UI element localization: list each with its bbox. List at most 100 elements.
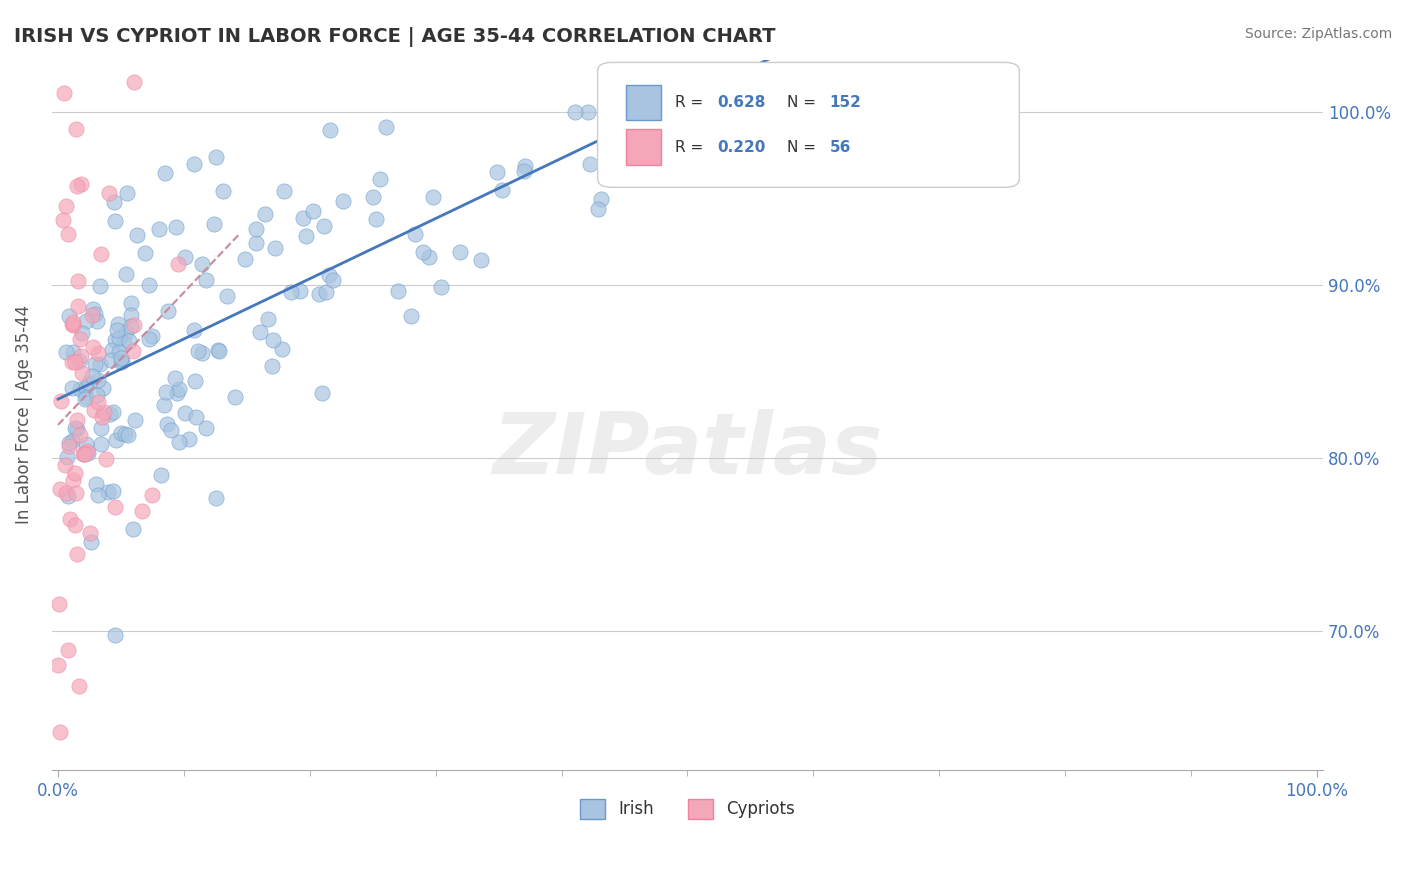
- Point: [387, 284, 409, 298]
- Point: [159, 423, 181, 437]
- Point: [364, 211, 387, 226]
- Point: [72, 447, 94, 461]
- Point: [56, 643, 79, 657]
- Point: [412, 245, 434, 260]
- Point: [449, 244, 471, 259]
- Point: [124, 413, 146, 427]
- Y-axis label: In Labor Force | Age 35-44: In Labor Force | Age 35-44: [15, 305, 32, 524]
- Point: [80, 308, 103, 322]
- Point: [245, 236, 267, 251]
- Point: [288, 285, 311, 299]
- Point: [83, 403, 105, 417]
- Point: [131, 504, 153, 518]
- Point: [513, 160, 536, 174]
- Point: [49, 725, 72, 739]
- Point: [65, 486, 87, 500]
- Point: [73, 392, 96, 406]
- Point: [55, 199, 77, 213]
- Point: [53, 86, 76, 100]
- Point: [70, 326, 93, 340]
- Point: [322, 273, 344, 287]
- Point: [149, 467, 172, 482]
- Point: [60, 355, 83, 369]
- Point: [67, 354, 90, 368]
- Point: [308, 287, 330, 301]
- Point: [86, 476, 108, 491]
- Text: N =: N =: [787, 140, 821, 154]
- Point: [204, 150, 226, 164]
- Point: [211, 184, 233, 198]
- Point: [62, 474, 84, 488]
- Text: ZIPatlas: ZIPatlas: [492, 409, 883, 491]
- Point: [56, 450, 79, 464]
- Point: [51, 213, 73, 227]
- Text: R =: R =: [675, 95, 709, 110]
- Point: [586, 202, 609, 217]
- Point: [76, 444, 98, 458]
- Point: [94, 452, 117, 467]
- Point: [280, 285, 302, 299]
- Point: [49, 393, 72, 408]
- Point: [63, 355, 86, 369]
- Point: [589, 192, 612, 206]
- Point: [62, 315, 84, 329]
- Point: [115, 186, 138, 201]
- Point: [104, 214, 127, 228]
- Point: [69, 428, 91, 442]
- Point: [332, 194, 354, 208]
- Point: [430, 280, 453, 294]
- Point: [169, 382, 191, 396]
- Point: [121, 343, 143, 358]
- Point: [104, 334, 127, 348]
- Point: [184, 409, 207, 424]
- Text: R =: R =: [675, 140, 709, 154]
- Text: Source: ZipAtlas.com: Source: ZipAtlas.com: [1244, 27, 1392, 41]
- Point: [55, 486, 77, 500]
- Point: [134, 246, 156, 260]
- Point: [65, 122, 87, 136]
- Point: [121, 522, 143, 536]
- Point: [60, 434, 83, 448]
- Point: [513, 164, 536, 178]
- Point: [110, 351, 132, 366]
- Point: [46, 657, 69, 672]
- Point: [82, 301, 104, 316]
- Text: 0.628: 0.628: [717, 95, 765, 110]
- Point: [100, 343, 122, 357]
- Point: [418, 250, 440, 264]
- Point: [174, 406, 197, 420]
- Point: [361, 190, 384, 204]
- Point: [122, 318, 145, 332]
- Point: [422, 190, 444, 204]
- Point: [157, 304, 180, 318]
- Point: [184, 374, 207, 388]
- Point: [302, 204, 325, 219]
- Point: [73, 447, 96, 461]
- Point: [66, 299, 89, 313]
- Point: [138, 277, 160, 292]
- Point: [183, 323, 205, 337]
- Point: [70, 349, 93, 363]
- Point: [86, 314, 108, 328]
- Point: [90, 420, 112, 434]
- Text: 56: 56: [830, 140, 851, 154]
- Point: [166, 385, 188, 400]
- Point: [716, 104, 738, 119]
- Point: [141, 329, 163, 343]
- Point: [207, 343, 229, 358]
- Point: [114, 426, 136, 441]
- Point: [79, 376, 101, 391]
- Point: [58, 309, 80, 323]
- Point: [75, 436, 97, 450]
- Point: [48, 597, 70, 611]
- Point: [58, 436, 80, 450]
- Point: [60, 318, 83, 332]
- Point: [165, 220, 187, 235]
- Point: [576, 104, 599, 119]
- Point: [98, 186, 121, 200]
- Point: [112, 335, 135, 350]
- Point: [75, 390, 97, 404]
- Point: [401, 309, 423, 323]
- Point: [163, 371, 186, 385]
- Point: [191, 256, 214, 270]
